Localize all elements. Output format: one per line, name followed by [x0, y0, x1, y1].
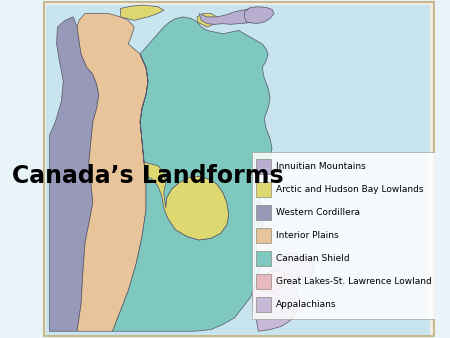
Polygon shape	[252, 274, 300, 331]
Text: Canadian Shield: Canadian Shield	[276, 254, 350, 263]
Polygon shape	[50, 17, 99, 331]
Polygon shape	[273, 253, 313, 279]
Polygon shape	[256, 270, 285, 292]
FancyBboxPatch shape	[252, 152, 436, 319]
Polygon shape	[121, 5, 164, 20]
Polygon shape	[112, 17, 272, 331]
FancyBboxPatch shape	[45, 5, 430, 335]
FancyBboxPatch shape	[256, 182, 271, 197]
Text: Innuitian Mountains: Innuitian Mountains	[276, 162, 366, 171]
Text: Interior Plains: Interior Plains	[276, 231, 338, 240]
Polygon shape	[77, 14, 148, 331]
Text: Great Lakes-St. Lawrence Lowland: Great Lakes-St. Lawrence Lowland	[276, 277, 432, 286]
FancyBboxPatch shape	[44, 2, 433, 336]
Text: Canada’s Landforms: Canada’s Landforms	[12, 164, 284, 188]
Polygon shape	[197, 14, 217, 27]
FancyBboxPatch shape	[256, 297, 271, 312]
Polygon shape	[244, 7, 274, 24]
Polygon shape	[199, 7, 270, 24]
Text: Appalachians: Appalachians	[276, 300, 337, 309]
FancyBboxPatch shape	[256, 159, 271, 174]
FancyBboxPatch shape	[256, 205, 271, 220]
FancyBboxPatch shape	[256, 228, 271, 243]
Polygon shape	[140, 54, 229, 240]
FancyBboxPatch shape	[256, 274, 271, 289]
Text: Arctic and Hudson Bay Lowlands: Arctic and Hudson Bay Lowlands	[276, 185, 423, 194]
Text: Western Cordillera: Western Cordillera	[276, 208, 360, 217]
FancyBboxPatch shape	[256, 251, 271, 266]
Polygon shape	[166, 176, 229, 240]
